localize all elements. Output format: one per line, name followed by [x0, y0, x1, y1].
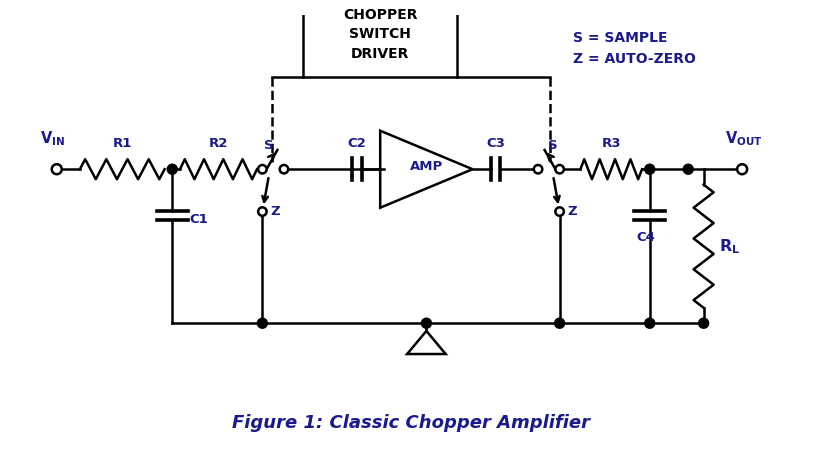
Circle shape: [257, 318, 267, 328]
Text: Figure 1: Classic Chopper Amplifier: Figure 1: Classic Chopper Amplifier: [232, 414, 590, 432]
Text: S = SAMPLE
Z = AUTO-ZERO: S = SAMPLE Z = AUTO-ZERO: [573, 31, 695, 66]
Text: Z: Z: [270, 205, 279, 218]
Text: C2: C2: [348, 137, 367, 150]
FancyBboxPatch shape: [303, 0, 457, 77]
Text: C4: C4: [636, 231, 655, 244]
Circle shape: [737, 164, 747, 174]
Text: C3: C3: [487, 137, 506, 150]
Circle shape: [699, 318, 709, 328]
Text: AMP: AMP: [410, 160, 443, 173]
Circle shape: [52, 164, 62, 174]
Text: Z: Z: [567, 205, 577, 218]
Circle shape: [533, 165, 543, 173]
Circle shape: [644, 318, 655, 328]
Circle shape: [644, 164, 655, 174]
Text: R3: R3: [602, 137, 621, 150]
Circle shape: [556, 207, 564, 216]
Text: R1: R1: [113, 137, 132, 150]
Circle shape: [555, 318, 565, 328]
Circle shape: [683, 164, 693, 174]
Circle shape: [279, 165, 289, 173]
Text: C1: C1: [189, 213, 208, 226]
Circle shape: [258, 207, 266, 216]
Text: $\mathbf{V_{OUT}}$: $\mathbf{V_{OUT}}$: [725, 129, 763, 148]
Text: CHOPPER
SWITCH
DRIVER: CHOPPER SWITCH DRIVER: [343, 8, 418, 61]
Text: S: S: [264, 138, 274, 151]
Circle shape: [167, 164, 178, 174]
Circle shape: [556, 165, 564, 173]
Circle shape: [422, 318, 432, 328]
Text: $\mathbf{V_{IN}}$: $\mathbf{V_{IN}}$: [40, 129, 66, 148]
Circle shape: [258, 165, 266, 173]
Text: S: S: [548, 138, 558, 151]
Text: R2: R2: [209, 137, 229, 150]
Text: $\mathbf{R_L}$: $\mathbf{R_L}$: [719, 237, 741, 255]
